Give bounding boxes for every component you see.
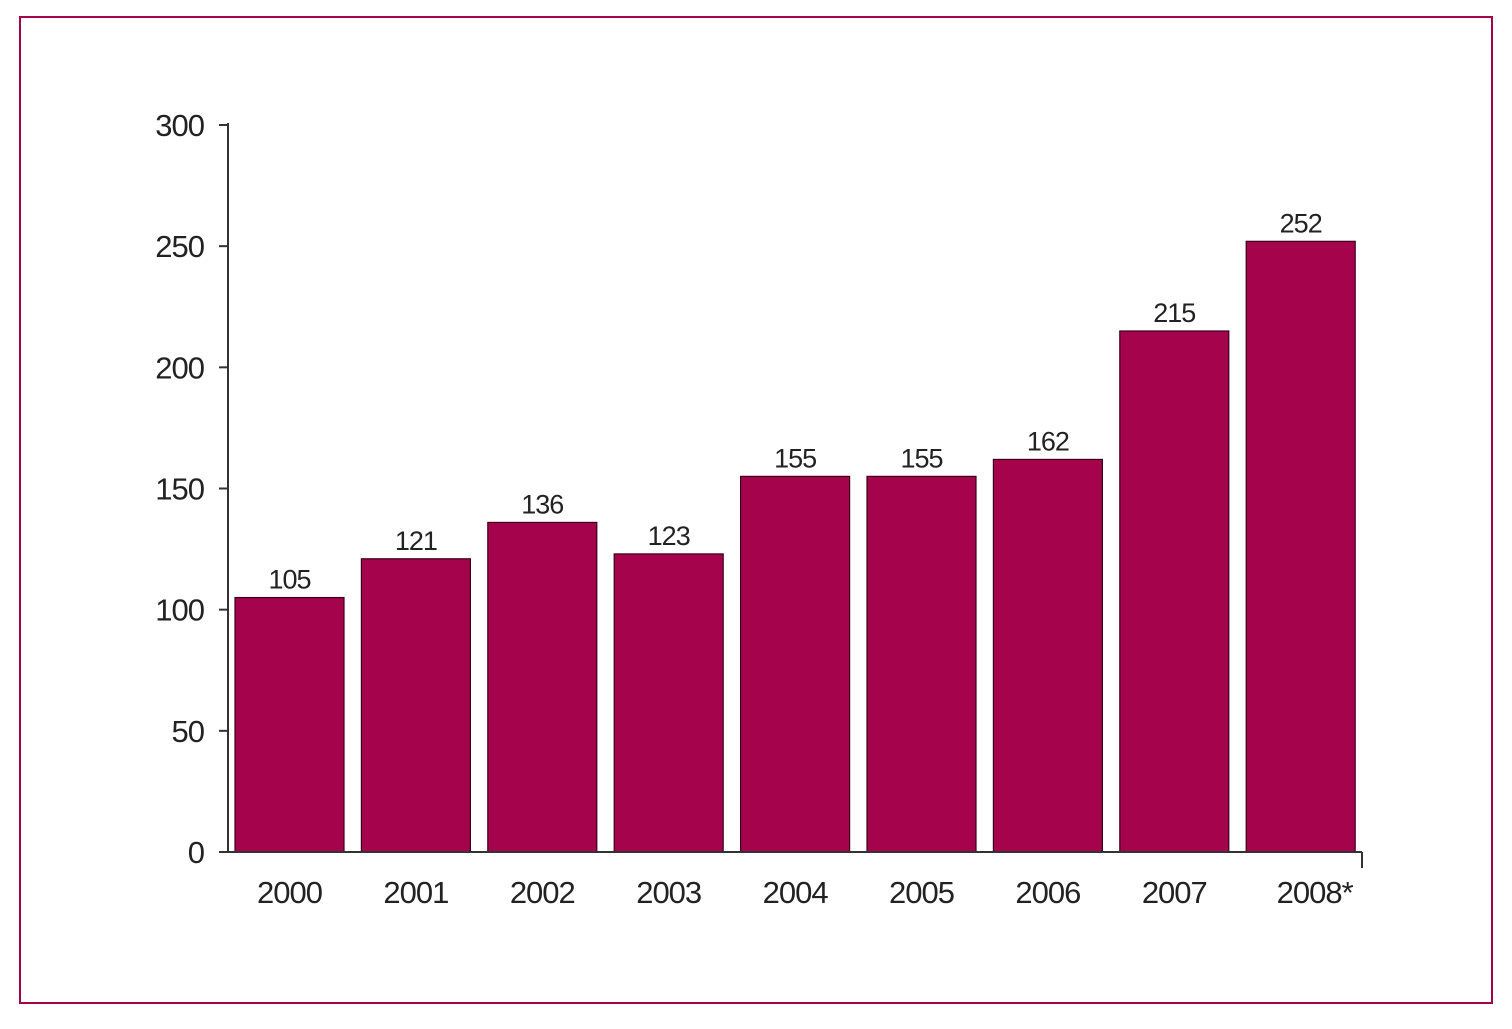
x-tick-label: 2000 [257,875,323,910]
bar-2005 [866,475,977,853]
chart-frame [19,16,1493,1004]
x-tick-label: 2001 [383,875,448,910]
y-tick-label: 100 [155,593,204,628]
y-tick-label: 0 [188,835,205,870]
x-tick-label: 2002 [510,875,575,910]
bar-value-label: 136 [521,489,563,519]
bar-value-label: 155 [774,443,816,473]
bar-2003 [613,553,724,853]
bar-value-label: 252 [1280,208,1322,238]
bar-2000 [234,596,345,853]
data-labels: 105 121 136 123 155 155 162 215 252 [268,208,1322,595]
bar-value-label: 215 [1153,298,1195,328]
x-tick-label: 2007 [1142,875,1207,910]
x-tick-label: 2006 [1015,875,1080,910]
bar-value-label: 121 [395,526,437,556]
y-tick-label: 200 [155,350,204,385]
bar-2007 [1119,330,1230,853]
bar-value-label: 162 [1027,426,1069,456]
bar-value-label: 155 [900,443,942,473]
x-ticks: 2000 2001 2002 2003 2004 2005 2006 2007 2008* [257,875,1355,910]
x-tick-label: 2005 [889,875,954,910]
bar-2008 [1245,240,1356,853]
x-tick-label: 2004 [763,875,829,910]
y-tick-label: 300 [155,108,204,143]
bar-2001 [360,558,471,853]
bar-2002 [487,521,598,853]
x-tick-label: 2003 [636,875,701,910]
y-tick-label: 50 [172,714,205,749]
y-tick-label: 250 [155,229,204,264]
y-ticks: 0 50 100 150 200 250 300 [155,108,228,870]
bar-2006 [992,458,1104,853]
bar-2004 [739,475,851,853]
bar-value-label: 123 [648,521,690,551]
bar-value-label: 105 [268,565,310,595]
x-tick-label: 2008* [1277,875,1354,910]
y-tick-label: 150 [155,472,204,507]
